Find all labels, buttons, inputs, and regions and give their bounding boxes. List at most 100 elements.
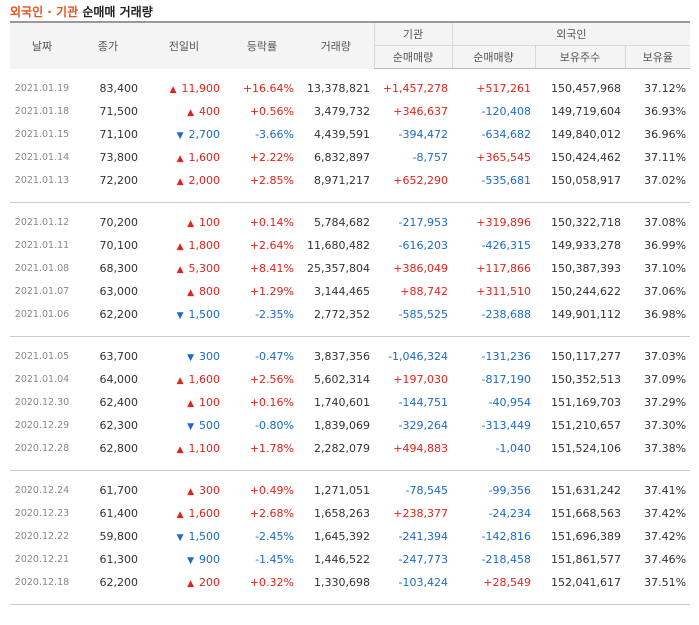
row-change: ▼ 1,500 bbox=[142, 303, 226, 326]
row-ratio: 37.11% bbox=[644, 151, 687, 164]
row-holdings: 150,058,917 bbox=[551, 174, 621, 187]
investor-trading-table: 날짜 종가 전일비 등락률 거래량 기관 외국인 순매매량 순매매량 보유주수 … bbox=[10, 21, 691, 605]
row-volume: 4,439,591 bbox=[314, 128, 370, 141]
row-date: 2021.01.12 bbox=[14, 217, 70, 228]
row-holdings: 151,668,563 bbox=[551, 507, 621, 520]
change-value: 400 bbox=[199, 105, 220, 118]
table-row: 2020.12.22 59,800 ▼ 1,500 -2.45% 1,645,392 -24… bbox=[10, 525, 690, 548]
row-inst-net: +88,742 bbox=[400, 285, 448, 298]
row-rate: +0.49% bbox=[249, 484, 294, 497]
row-ratio: 37.46% bbox=[644, 553, 687, 566]
row-close: 62,200 bbox=[99, 308, 139, 321]
row-rate: +2.64% bbox=[249, 239, 294, 252]
row-volume: 5,602,314 bbox=[314, 373, 370, 386]
row-foreign-net: -238,688 bbox=[481, 308, 531, 321]
row-close: 71,500 bbox=[99, 105, 139, 118]
row-ratio: 37.30% bbox=[644, 419, 687, 432]
row-date: 2020.12.24 bbox=[14, 485, 70, 496]
triangle-down-icon: ▼ bbox=[187, 422, 194, 432]
change-value: 1,100 bbox=[188, 442, 221, 455]
row-close: 68,300 bbox=[99, 262, 139, 275]
group-divider bbox=[10, 326, 691, 337]
row-rate: -2.35% bbox=[255, 308, 294, 321]
table-row: 2020.12.30 62,400 ▲ 100 +0.16% 1,740,601 -144,… bbox=[10, 391, 690, 414]
change-value: 1,800 bbox=[188, 239, 221, 252]
triangle-up-icon: ▲ bbox=[187, 487, 194, 497]
row-holdings: 149,719,604 bbox=[551, 105, 621, 118]
row-ratio: 37.38% bbox=[644, 442, 687, 455]
row-foreign-net: -40,954 bbox=[488, 396, 531, 409]
group-spacer bbox=[10, 471, 690, 480]
row-date: 2021.01.14 bbox=[14, 152, 70, 163]
table-row: 2021.01.04 64,000 ▲ 1,600 +2.56% 5,602,314 +19… bbox=[10, 368, 690, 391]
row-volume: 1,330,698 bbox=[314, 576, 370, 589]
row-date: 2021.01.18 bbox=[14, 106, 70, 117]
row-volume: 13,378,821 bbox=[307, 82, 370, 95]
row-inst-net: -329,264 bbox=[398, 419, 448, 432]
row-ratio: 36.99% bbox=[644, 239, 687, 252]
row-ratio: 37.42% bbox=[644, 507, 687, 520]
row-volume: 5,784,682 bbox=[314, 216, 370, 229]
row-change: ▲ 200 bbox=[142, 571, 226, 594]
change-value: 300 bbox=[199, 350, 220, 363]
row-volume: 3,144,465 bbox=[314, 285, 370, 298]
row-ratio: 37.03% bbox=[644, 350, 687, 363]
row-volume: 11,680,482 bbox=[307, 239, 370, 252]
row-foreign-net: +117,866 bbox=[476, 262, 531, 275]
header-foreign-net: 순매매량 bbox=[451, 45, 535, 69]
row-close: 72,200 bbox=[99, 174, 139, 187]
change-value: 1,600 bbox=[188, 151, 221, 164]
row-date: 2021.01.13 bbox=[14, 175, 70, 186]
spacer-cell bbox=[10, 471, 690, 480]
row-change: ▲ 1,600 bbox=[142, 146, 226, 169]
row-inst-net: -241,394 bbox=[398, 530, 448, 543]
row-foreign-net: -131,236 bbox=[481, 350, 531, 363]
row-ratio: 36.93% bbox=[644, 105, 687, 118]
row-date: 2021.01.15 bbox=[14, 129, 70, 140]
row-ratio: 37.29% bbox=[644, 396, 687, 409]
row-change: ▲ 1,600 bbox=[142, 368, 226, 391]
spacer-cell bbox=[10, 69, 690, 78]
triangle-up-icon: ▲ bbox=[176, 376, 184, 386]
row-rate: +16.64% bbox=[242, 82, 294, 95]
table-row: 2020.12.29 62,300 ▼ 500 -0.80% 1,839,069 -329,… bbox=[10, 414, 690, 437]
row-date: 2020.12.22 bbox=[14, 531, 70, 542]
row-change: ▼ 300 bbox=[142, 345, 226, 368]
change-value: 2,700 bbox=[188, 128, 221, 141]
row-foreign-net: -634,682 bbox=[481, 128, 531, 141]
row-date: 2021.01.04 bbox=[14, 374, 70, 385]
divider-cell bbox=[10, 326, 691, 337]
row-inst-net: -103,424 bbox=[398, 576, 448, 589]
row-change: ▲ 100 bbox=[142, 211, 226, 234]
row-rate: -1.45% bbox=[255, 553, 294, 566]
table-body: 2021.01.19 83,400 ▲ 11,900 +16.64% 13,378,821… bbox=[10, 69, 691, 605]
row-holdings: 150,352,513 bbox=[551, 373, 621, 386]
row-close: 70,200 bbox=[99, 216, 139, 229]
row-volume: 1,271,051 bbox=[314, 484, 370, 497]
triangle-down-icon: ▼ bbox=[187, 353, 194, 363]
row-change: ▲ 1,800 bbox=[142, 234, 226, 257]
row-ratio: 37.02% bbox=[644, 174, 687, 187]
row-inst-net: -394,472 bbox=[398, 128, 448, 141]
row-volume: 1,839,069 bbox=[314, 419, 370, 432]
row-holdings: 150,322,718 bbox=[551, 216, 621, 229]
header-change: 전일비 bbox=[142, 21, 226, 69]
row-ratio: 37.10% bbox=[644, 262, 687, 275]
change-value: 1,600 bbox=[188, 507, 221, 520]
header-institution: 기관 bbox=[373, 21, 452, 46]
table-row: 2020.12.18 62,200 ▲ 200 +0.32% 1,330,698 -103,… bbox=[10, 571, 690, 594]
row-date: 2021.01.06 bbox=[14, 309, 70, 320]
header-ratio: 보유율 bbox=[624, 45, 691, 69]
row-date: 2021.01.08 bbox=[14, 263, 70, 274]
row-foreign-net: -817,190 bbox=[481, 373, 531, 386]
change-value: 1,500 bbox=[188, 530, 221, 543]
row-holdings: 150,424,462 bbox=[551, 151, 621, 164]
row-foreign-net: +517,261 bbox=[476, 82, 531, 95]
row-rate: +2.56% bbox=[249, 373, 294, 386]
row-foreign-net: -535,681 bbox=[481, 174, 531, 187]
row-change: ▲ 11,900 bbox=[142, 77, 226, 100]
row-close: 71,100 bbox=[99, 128, 139, 141]
row-volume: 6,832,897 bbox=[314, 151, 370, 164]
row-inst-net: -247,773 bbox=[398, 553, 448, 566]
table-row: 2021.01.06 62,200 ▼ 1,500 -2.35% 2,772,352 -58… bbox=[10, 303, 690, 326]
